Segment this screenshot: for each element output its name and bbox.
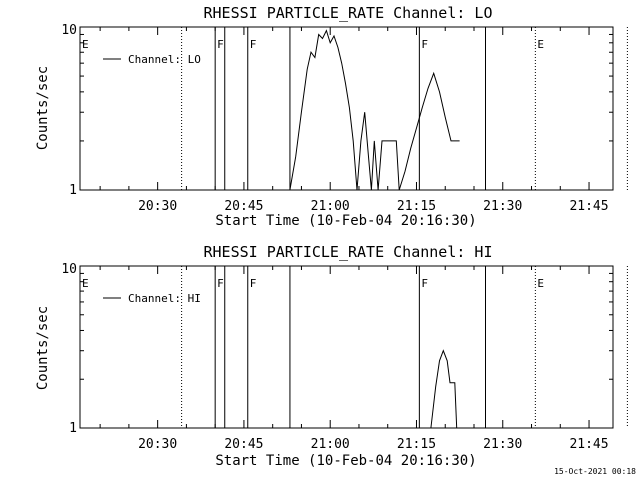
legend-label: Channel: HI xyxy=(128,292,201,305)
event-lines xyxy=(181,27,628,190)
flag-labels: E F F F E xyxy=(82,38,544,51)
y-tick-label-10: 10 xyxy=(61,23,77,38)
chart-panel-lo: RHESSI PARTICLE_RATE Channel: LO 20:30 2… xyxy=(35,4,628,229)
chart-title: RHESSI PARTICLE_RATE Channel: LO xyxy=(204,4,493,22)
x-tick-label: 20:30 xyxy=(138,199,177,214)
chart-title: RHESSI PARTICLE_RATE Channel: HI xyxy=(204,243,493,261)
y-tick-label-1: 1 xyxy=(69,183,77,198)
y-axis-label: Counts/sec xyxy=(35,66,51,150)
plot-frame xyxy=(79,26,614,191)
y-tick-label-1: 1 xyxy=(69,421,77,436)
flag-label: F xyxy=(421,38,428,51)
axis-ticks xyxy=(80,27,613,190)
x-tick-label: 20:45 xyxy=(224,437,263,452)
flag-label: E xyxy=(82,277,89,290)
x-axis-label: Start Time (10-Feb-04 20:16:30) xyxy=(215,453,476,469)
flag-label: E xyxy=(82,38,89,51)
x-axis-label: Start Time (10-Feb-04 20:16:30) xyxy=(215,213,476,229)
x-tick-label: 21:45 xyxy=(569,437,608,452)
axis-ticks xyxy=(80,266,613,428)
flag-label: E xyxy=(537,38,544,51)
flag-label: F xyxy=(421,277,428,290)
series-group xyxy=(430,349,458,429)
x-tick-label: 21:30 xyxy=(483,199,522,214)
x-tick-label: 21:15 xyxy=(397,437,436,452)
plot-frame xyxy=(79,265,614,429)
legend: Channel: LO xyxy=(103,53,201,66)
x-tick-label: 21:00 xyxy=(311,437,350,452)
flag-label: F xyxy=(250,38,257,51)
y-tick-label-10: 10 xyxy=(61,262,77,277)
legend-label: Channel: LO xyxy=(128,53,201,66)
flag-label: F xyxy=(250,277,257,290)
series-line xyxy=(430,349,458,429)
series-group xyxy=(289,29,460,191)
x-tick-label: 20:30 xyxy=(138,437,177,452)
flag-label: E xyxy=(537,277,544,290)
timestamp: 15-Oct-2021 00:18 xyxy=(554,467,636,476)
flag-labels: E F F F E xyxy=(82,277,544,290)
flag-label: F xyxy=(217,277,224,290)
legend: Channel: HI xyxy=(103,292,201,305)
x-tick-labels: 20:30 20:45 21:00 21:15 21:30 21:45 xyxy=(138,437,609,452)
x-tick-labels: 20:30 20:45 21:00 21:15 21:30 21:45 xyxy=(138,199,609,214)
x-tick-label: 21:15 xyxy=(397,199,436,214)
y-tick-labels: 1 10 xyxy=(61,23,77,198)
x-tick-label: 21:45 xyxy=(569,199,608,214)
chart-panel-hi: RHESSI PARTICLE_RATE Channel: HI 20:30 2… xyxy=(35,243,628,469)
x-tick-label: 21:30 xyxy=(483,437,522,452)
series-line xyxy=(289,29,460,191)
y-tick-labels: 1 10 xyxy=(61,262,77,436)
flag-label: F xyxy=(217,38,224,51)
x-tick-label: 20:45 xyxy=(224,199,263,214)
event-lines xyxy=(181,266,628,428)
y-axis-label: Counts/sec xyxy=(35,306,51,390)
x-tick-label: 21:00 xyxy=(311,199,350,214)
